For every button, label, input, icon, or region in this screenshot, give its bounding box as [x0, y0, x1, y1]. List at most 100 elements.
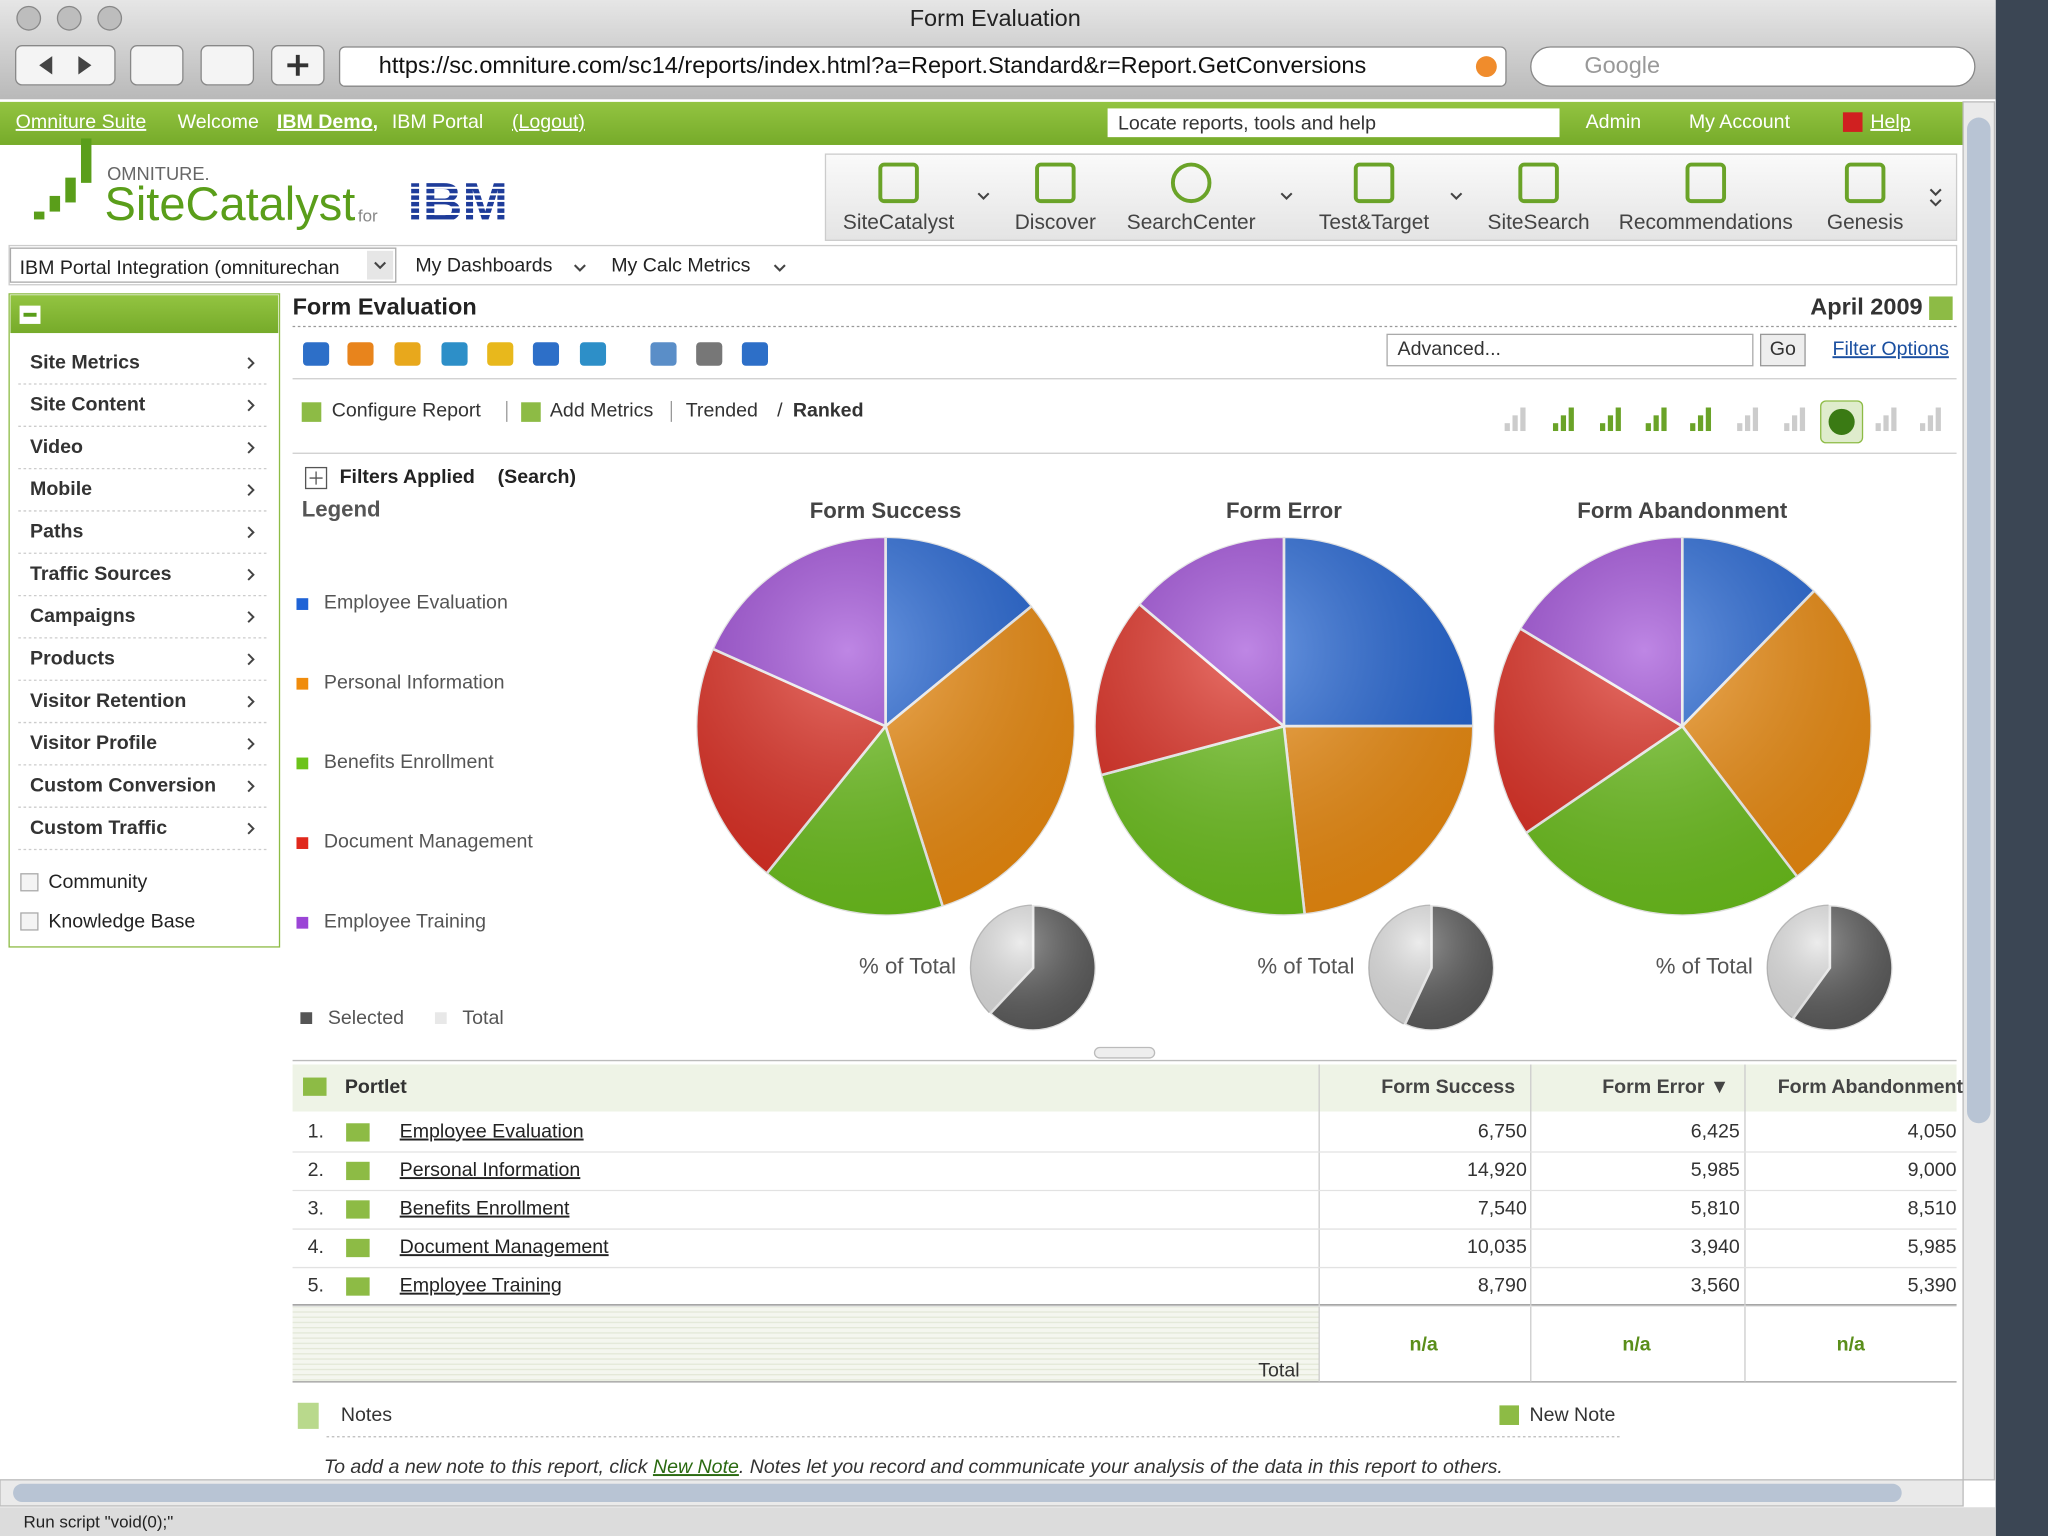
row-name[interactable]: Personal Information: [400, 1159, 581, 1181]
configure-link[interactable]: Configure Report: [332, 400, 482, 422]
window-zoom[interactable]: [97, 5, 123, 31]
toolbar-button[interactable]: [441, 342, 468, 366]
filter-link[interactable]: Filter Options: [1832, 338, 1949, 360]
trended-link[interactable]: Trended: [686, 400, 758, 422]
toolbar-button[interactable]: [532, 342, 560, 366]
window-close[interactable]: [16, 5, 42, 31]
tool-button[interactable]: Recommendations: [1619, 211, 1793, 234]
tool-icon: [1353, 162, 1395, 204]
chevron: [247, 611, 255, 623]
total-value: n/a: [1410, 1333, 1439, 1355]
row-name[interactable]: Employee Evaluation: [400, 1121, 584, 1143]
configure-icon: [301, 402, 322, 422]
row-name[interactable]: Document Management: [400, 1236, 610, 1258]
sidebar-link[interactable]: Community: [48, 871, 147, 893]
toolbar-button[interactable]: [579, 342, 607, 366]
menu-item[interactable]: Paths: [30, 521, 83, 543]
locate-field[interactable]: [1107, 108, 1560, 138]
advanced-placeholder[interactable]: Advanced...: [1398, 338, 1501, 360]
menu-item[interactable]: Site Content: [30, 394, 146, 416]
advanced-field[interactable]: [1386, 333, 1754, 367]
suite-link[interactable]: Omniture Suite: [16, 111, 147, 133]
logo-stripe: [404, 206, 512, 209]
toolbar-button[interactable]: [394, 342, 421, 366]
snip[interactable]: [200, 45, 255, 86]
url-field[interactable]: [338, 46, 1507, 87]
sidebar-header: [10, 295, 279, 334]
user-link[interactable]: IBM Demo,: [277, 111, 378, 133]
menu-item[interactable]: Visitor Retention: [30, 690, 186, 712]
toolbar-button[interactable]: [696, 342, 723, 366]
chart-type-icon: [1919, 423, 1926, 432]
reload[interactable]: [129, 45, 184, 86]
menu-item[interactable]: Mobile: [30, 478, 92, 500]
suite-select[interactable]: [9, 247, 397, 283]
legend-swatch: [296, 598, 309, 610]
toolbar-button[interactable]: [347, 342, 374, 366]
row-icon: [346, 1238, 370, 1258]
total-row-bg: [292, 1306, 1320, 1382]
chevron: [247, 653, 255, 666]
column-header[interactable]: Form Error ▼: [1602, 1076, 1729, 1098]
toolbar-button[interactable]: [650, 342, 677, 366]
logout-link[interactable]: (Logout): [512, 111, 585, 133]
search-field[interactable]: [1530, 46, 1976, 87]
tool-button[interactable]: Discover: [1015, 211, 1096, 234]
ranked-link[interactable]: Ranked: [793, 400, 864, 422]
tool-button[interactable]: Test&Target: [1319, 211, 1429, 234]
sidebar-link[interactable]: Knowledge Base: [48, 910, 195, 932]
row-icon: [346, 1123, 370, 1142]
row-name[interactable]: Benefits Enrollment: [400, 1198, 570, 1220]
locate-placeholder[interactable]: Locate reports, tools and help: [1118, 112, 1376, 134]
notes-link[interactable]: New Note: [653, 1456, 739, 1478]
menu-item[interactable]: Custom Traffic: [30, 817, 167, 839]
calc-menu[interactable]: My Calc Metrics: [611, 255, 750, 277]
account-menu[interactable]: My Account: [1689, 111, 1791, 133]
column-header[interactable]: Form Success: [1381, 1076, 1515, 1098]
scroll-thumb[interactable]: [13, 1483, 1902, 1503]
add-metrics-link[interactable]: Add Metrics: [550, 400, 654, 422]
legend-entry: Benefits Enrollment: [324, 751, 494, 773]
cell-value: 3,940: [1691, 1236, 1740, 1258]
new-note-icon[interactable]: [1499, 1405, 1520, 1425]
chevron: [247, 568, 255, 581]
desktop-strip: [1995, 0, 2048, 1536]
tool-button[interactable]: SiteCatalyst: [843, 211, 955, 234]
inset-label: % of Total: [1656, 954, 1753, 979]
menu-item[interactable]: Visitor Profile: [30, 732, 157, 754]
tool-icon: [1518, 162, 1559, 204]
toolbar-button[interactable]: [741, 342, 768, 366]
toolbar-button[interactable]: [487, 342, 514, 366]
toolbar-button[interactable]: [303, 342, 330, 366]
chart-type-icon: [1697, 415, 1704, 432]
dashboards-menu[interactable]: My Dashboards: [415, 255, 552, 277]
row-icon: [346, 1277, 370, 1296]
column-header[interactable]: Form Abandonment: [1778, 1076, 1964, 1098]
suite-select-text[interactable]: IBM Portal Integration (omniturechan: [20, 257, 340, 279]
menu-item[interactable]: Video: [30, 436, 83, 458]
url-text[interactable]: https://sc.omniture.com/sc14/reports/ind…: [379, 52, 1366, 78]
new-note-button[interactable]: New Note: [1529, 1404, 1615, 1426]
go-label[interactable]: Go: [1770, 338, 1796, 360]
tool-button[interactable]: SearchCenter: [1127, 211, 1256, 234]
filters-label[interactable]: Filters Applied: [340, 466, 475, 488]
tool-button[interactable]: SiteSearch: [1488, 211, 1590, 234]
back-forward[interactable]: [15, 45, 116, 86]
scroll-thumb[interactable]: [1967, 117, 1991, 1124]
menu-item[interactable]: Traffic Sources: [30, 563, 172, 585]
menu-item[interactable]: Products: [30, 648, 115, 670]
tool-button[interactable]: Genesis: [1827, 211, 1904, 234]
chart-type-icon: [1705, 407, 1712, 432]
search-placeholder[interactable]: Google: [1584, 52, 1660, 78]
menu-item[interactable]: Site Metrics: [30, 351, 140, 373]
go-button[interactable]: [1759, 333, 1806, 367]
admin-menu[interactable]: Admin: [1586, 111, 1642, 133]
chart-type-icon: [1568, 407, 1574, 432]
splitter[interactable]: [1093, 1046, 1156, 1059]
row-name[interactable]: Employee Training: [400, 1275, 562, 1297]
menu-item[interactable]: Campaigns: [30, 605, 136, 627]
window-minimize[interactable]: [56, 5, 82, 31]
help-link[interactable]: Help: [1870, 111, 1910, 133]
menu-item[interactable]: Custom Conversion: [30, 774, 216, 796]
cell-value: 10,035: [1467, 1236, 1527, 1258]
